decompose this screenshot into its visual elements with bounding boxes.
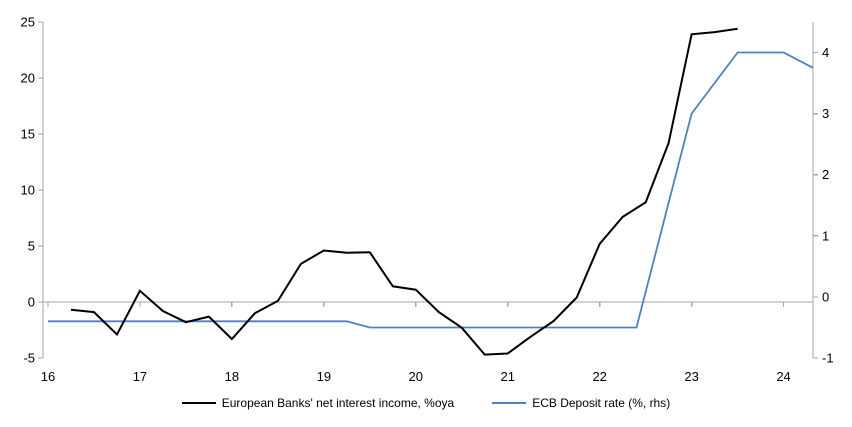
left-axis-tick-label: -5 [23,351,35,366]
legend-item-net-interest-income: European Banks' net interest income, %oy… [181,396,455,410]
left-axis-tick-label: 15 [21,127,35,142]
x-axis-tick-label: 24 [776,369,790,384]
left-axis-tick-label: 0 [28,295,35,310]
legend-item-ecb-deposit-rate: ECB Deposit rate (%, rhs) [492,396,670,410]
right-axis-tick-label: 0 [822,289,829,304]
x-axis-tick-label: 18 [225,369,239,384]
x-axis-tick-label: 19 [317,369,331,384]
x-axis-tick-label: 21 [501,369,515,384]
left-axis-tick-label: 25 [21,15,35,30]
chart-legend: European Banks' net interest income, %oy… [0,392,852,414]
x-axis-tick-label: 20 [409,369,423,384]
left-axis-tick-label: 5 [28,239,35,254]
right-axis-tick-label: -1 [822,351,834,366]
net-interest-income-line-swatch [181,402,216,404]
x-axis-tick-label: 17 [133,369,147,384]
left-axis-tick-label: 10 [21,183,35,198]
right-axis-tick-label: 3 [822,106,829,121]
ecb-deposit-rate-line-swatch [492,402,527,404]
right-axis-tick-label: 2 [822,167,829,182]
right-axis-tick-label: 4 [822,45,829,60]
x-axis-tick-label: 22 [592,369,606,384]
net-interest-income-legend-label: European Banks' net interest income, %oy… [221,396,455,410]
ecb-deposit-rate-legend-label: ECB Deposit rate (%, rhs) [532,396,671,410]
x-axis-tick-label: 16 [41,369,55,384]
net-interest-income-line [70,27,738,356]
left-axis-tick-label: 20 [21,71,35,86]
x-axis-tick-label: 23 [684,369,698,384]
right-axis-tick-label: 1 [822,228,829,243]
ecb-deposit-rate-line [48,51,814,329]
